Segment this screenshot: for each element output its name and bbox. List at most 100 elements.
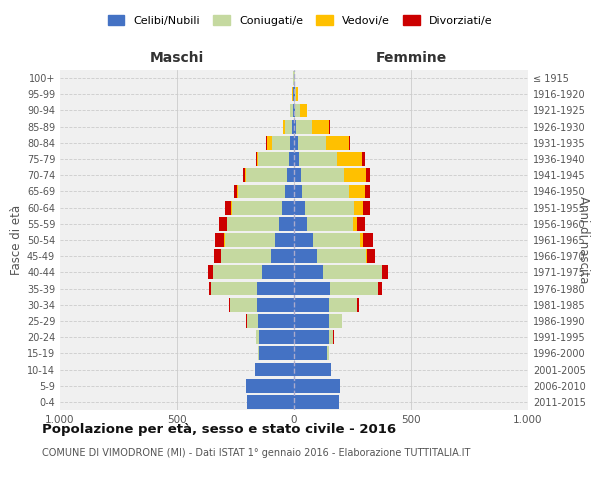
Bar xyxy=(294,330,329,344)
Bar xyxy=(366,168,370,182)
Bar xyxy=(247,314,259,328)
Bar xyxy=(329,298,357,312)
Bar xyxy=(353,200,363,214)
Text: Maschi: Maschi xyxy=(150,51,204,65)
Bar xyxy=(279,217,294,230)
Bar xyxy=(349,184,365,198)
Bar xyxy=(302,184,349,198)
Bar xyxy=(267,136,272,149)
Bar xyxy=(301,168,344,182)
Bar xyxy=(290,104,293,118)
Bar xyxy=(299,152,337,166)
Bar xyxy=(296,88,298,101)
Bar xyxy=(363,233,373,247)
Text: Femmine: Femmine xyxy=(376,51,446,65)
Y-axis label: Fasce di età: Fasce di età xyxy=(10,205,23,275)
Bar xyxy=(242,168,245,182)
Bar xyxy=(360,233,363,247)
Bar xyxy=(298,136,326,149)
Bar xyxy=(285,120,292,134)
Bar xyxy=(221,250,271,263)
Bar xyxy=(258,152,289,166)
Bar xyxy=(294,362,331,376)
Bar xyxy=(337,152,362,166)
Bar xyxy=(294,136,298,149)
Bar xyxy=(233,184,237,198)
Bar xyxy=(294,88,295,101)
Bar xyxy=(257,298,294,312)
Bar xyxy=(257,152,258,166)
Bar xyxy=(283,120,285,134)
Bar xyxy=(246,168,287,182)
Bar xyxy=(209,282,211,296)
Bar xyxy=(294,379,340,392)
Bar xyxy=(329,282,377,296)
Bar xyxy=(349,136,350,149)
Bar xyxy=(231,200,232,214)
Bar xyxy=(256,330,259,344)
Bar xyxy=(363,200,370,214)
Y-axis label: Anni di nascita: Anni di nascita xyxy=(577,196,590,284)
Bar xyxy=(218,217,227,230)
Bar xyxy=(256,152,257,166)
Bar xyxy=(287,168,294,182)
Bar xyxy=(311,120,329,134)
Bar xyxy=(365,184,370,198)
Bar xyxy=(294,314,329,328)
Bar xyxy=(294,217,307,230)
Bar xyxy=(353,217,357,230)
Bar xyxy=(295,88,296,101)
Bar xyxy=(271,250,294,263)
Bar xyxy=(294,266,323,280)
Bar xyxy=(289,152,294,166)
Bar xyxy=(294,298,329,312)
Bar xyxy=(272,136,290,149)
Bar xyxy=(300,104,307,118)
Bar xyxy=(366,250,367,263)
Bar xyxy=(362,152,365,166)
Bar xyxy=(367,250,375,263)
Bar xyxy=(344,168,366,182)
Bar xyxy=(224,233,275,247)
Bar xyxy=(257,282,294,296)
Bar xyxy=(294,104,295,118)
Bar xyxy=(266,136,267,149)
Bar xyxy=(294,168,301,182)
Bar xyxy=(326,136,349,149)
Bar xyxy=(226,200,231,214)
Bar xyxy=(294,250,317,263)
Bar xyxy=(294,282,329,296)
Bar xyxy=(208,266,213,280)
Bar xyxy=(259,314,294,328)
Bar xyxy=(294,152,299,166)
Bar xyxy=(259,346,294,360)
Text: COMUNE DI VIMODRONE (MI) - Dati ISTAT 1° gennaio 2016 - Elaborazione TUTTITALIA.: COMUNE DI VIMODRONE (MI) - Dati ISTAT 1°… xyxy=(42,448,470,458)
Bar xyxy=(294,200,305,214)
Bar xyxy=(237,184,238,198)
Bar xyxy=(283,200,294,214)
Bar xyxy=(227,217,279,230)
Bar xyxy=(294,120,296,134)
Bar xyxy=(294,346,328,360)
Bar xyxy=(329,330,334,344)
Bar xyxy=(294,395,339,409)
Bar xyxy=(313,233,360,247)
Bar xyxy=(238,184,285,198)
Bar xyxy=(342,314,343,328)
Bar xyxy=(329,120,330,134)
Bar xyxy=(245,168,246,182)
Bar xyxy=(247,395,294,409)
Legend: Celibi/Nubili, Coniugati/e, Vedovi/e, Divorziati/e: Celibi/Nubili, Coniugati/e, Vedovi/e, Di… xyxy=(103,10,497,30)
Bar xyxy=(382,266,388,280)
Bar xyxy=(307,217,353,230)
Bar xyxy=(295,104,300,118)
Bar xyxy=(262,266,294,280)
Bar xyxy=(378,282,382,296)
Bar xyxy=(317,250,366,263)
Bar xyxy=(215,233,224,247)
Text: Popolazione per età, sesso e stato civile - 2016: Popolazione per età, sesso e stato civil… xyxy=(42,422,396,436)
Bar xyxy=(275,233,294,247)
Bar xyxy=(296,120,311,134)
Bar xyxy=(293,88,294,101)
Bar xyxy=(214,250,221,263)
